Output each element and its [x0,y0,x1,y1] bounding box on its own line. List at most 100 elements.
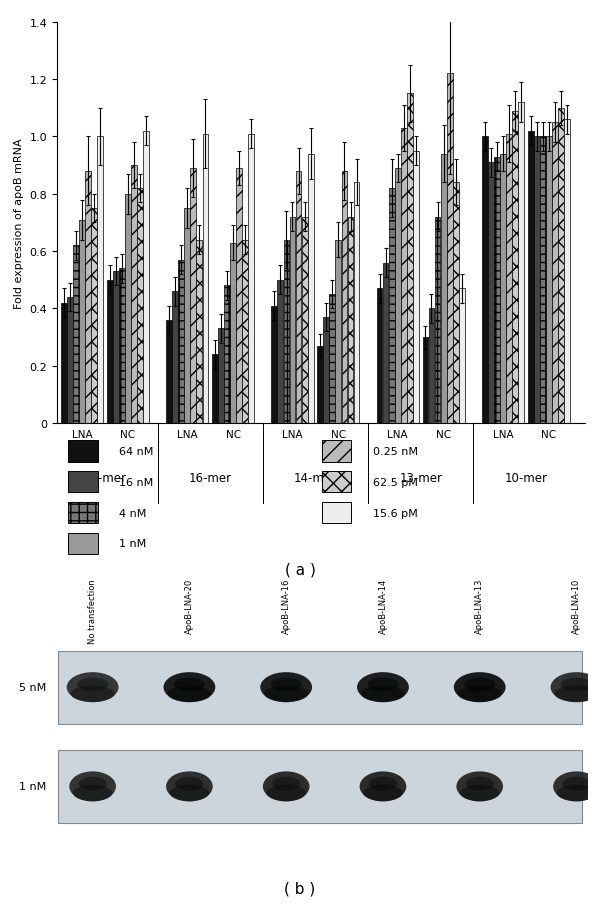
Bar [172,292,178,424]
Y-axis label: Fold expression of apoB mRNA: Fold expression of apoB mRNA [14,138,24,309]
Bar [184,209,190,424]
Bar [290,218,295,424]
Ellipse shape [79,777,107,791]
Bar [459,289,465,424]
Bar [73,246,79,424]
Bar [131,166,137,424]
Bar [335,241,341,424]
Bar [284,241,289,424]
Bar [528,131,533,424]
Bar [512,111,518,424]
Bar [97,138,103,424]
Ellipse shape [464,678,495,691]
Bar [302,218,308,424]
Ellipse shape [260,672,312,702]
Bar [203,135,208,424]
Bar [79,220,85,424]
Bar [212,355,218,424]
Ellipse shape [367,678,398,691]
Ellipse shape [458,686,502,702]
Text: ( a ): ( a ) [284,562,316,577]
Ellipse shape [175,777,203,791]
Bar [422,338,428,424]
Bar [389,189,395,424]
Bar [85,171,91,424]
Bar [377,289,382,424]
Bar [354,183,359,424]
Bar [428,309,434,424]
Text: 1 nM: 1 nM [19,782,47,792]
Bar [178,261,184,424]
Ellipse shape [460,785,500,802]
Bar [323,318,329,424]
Ellipse shape [77,678,108,691]
Bar [383,263,388,424]
Bar [107,281,113,424]
Text: ApoB-LNA-16: ApoB-LNA-16 [281,578,290,633]
Ellipse shape [263,772,310,802]
Ellipse shape [166,772,213,802]
Bar [441,155,446,424]
Bar [166,321,172,424]
Bar [552,123,558,424]
Bar [68,502,97,524]
Bar [434,218,440,424]
Ellipse shape [457,772,503,802]
Text: ApoB-LNA-13: ApoB-LNA-13 [475,578,484,633]
Bar [68,472,97,493]
Bar [242,241,248,424]
Bar [248,135,254,424]
Bar [534,138,539,424]
Text: 0.25 nM: 0.25 nM [373,446,418,456]
Bar [125,195,131,424]
Bar [546,138,552,424]
Text: 62.5 pM: 62.5 pM [373,477,418,487]
Ellipse shape [553,772,600,802]
Ellipse shape [264,686,308,702]
Text: No transfection: No transfection [88,578,97,643]
Bar [58,651,582,724]
Bar [58,750,582,823]
Bar [322,472,352,493]
Ellipse shape [359,772,406,802]
Ellipse shape [357,672,409,702]
Bar [224,286,230,424]
Bar [137,189,143,424]
Text: 14-mer: 14-mer [294,472,337,485]
Ellipse shape [167,686,211,702]
Bar [91,209,97,424]
Ellipse shape [361,686,405,702]
Bar [190,169,196,424]
Bar [395,169,401,424]
Bar [564,120,570,424]
Bar [506,135,512,424]
Bar [236,169,242,424]
Bar [453,183,458,424]
Bar [540,138,546,424]
Ellipse shape [67,672,119,702]
Ellipse shape [71,686,115,702]
Bar [271,306,277,424]
Bar [518,103,524,424]
Bar [277,281,283,424]
Ellipse shape [70,772,116,802]
Bar [322,441,352,462]
Text: 64 nM: 64 nM [119,446,154,456]
Bar [61,303,67,424]
Bar [341,171,347,424]
Bar [500,155,506,424]
Bar [143,131,149,424]
Bar [68,441,97,462]
Ellipse shape [454,672,506,702]
Bar [119,269,125,424]
Text: 16-mer: 16-mer [188,472,232,485]
Ellipse shape [170,785,209,802]
Ellipse shape [266,785,306,802]
Bar [494,158,500,424]
Bar [558,108,564,424]
Bar [296,171,301,424]
Text: 13-mer: 13-mer [399,472,442,485]
Ellipse shape [369,777,397,791]
Ellipse shape [562,777,590,791]
Text: 20-mer: 20-mer [83,472,127,485]
